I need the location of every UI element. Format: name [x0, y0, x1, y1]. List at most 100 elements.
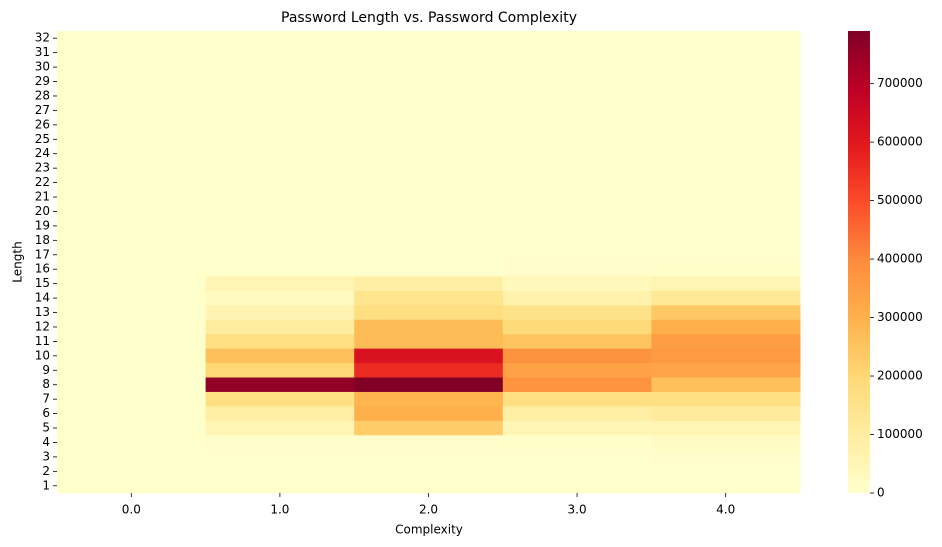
- heatmap-cell: [651, 464, 801, 480]
- heatmap-cell: [57, 420, 207, 436]
- heatmap-cell: [354, 132, 504, 147]
- heatmap-cell: [57, 290, 207, 306]
- heatmap-cell: [502, 334, 652, 350]
- heatmap-cell: [205, 59, 355, 75]
- heatmap-cell: [57, 435, 207, 451]
- heatmap-cell: [502, 175, 652, 191]
- heatmap-cell: [651, 31, 801, 46]
- heatmap-cell: [205, 319, 355, 335]
- heatmap-cell: [502, 31, 652, 46]
- y-tick-label: 1: [42, 478, 50, 492]
- heatmap-cell: [502, 117, 652, 133]
- heatmap-cell: [57, 132, 207, 147]
- y-tick-label: 11: [35, 334, 50, 348]
- y-tick-label: 17: [35, 247, 50, 261]
- heatmap-cell: [205, 334, 355, 350]
- heatmap-cell: [205, 406, 355, 422]
- heatmap-cell: [354, 478, 504, 494]
- y-tick-label: 31: [35, 45, 50, 59]
- heatmap-cell: [354, 31, 504, 46]
- heatmap-cell: [57, 175, 207, 191]
- heatmap-cell: [651, 175, 801, 191]
- heatmap-cell: [502, 74, 652, 90]
- heatmap-cell: [502, 45, 652, 61]
- heatmap-cell: [354, 406, 504, 422]
- heatmap-cell: [502, 276, 652, 292]
- heatmap-cell: [651, 449, 801, 465]
- heatmap-cell: [205, 45, 355, 61]
- heatmap-cell: [502, 233, 652, 249]
- heatmap-cell: [354, 247, 504, 263]
- heatmap-cell: [502, 305, 652, 321]
- heatmap-cell: [502, 189, 652, 205]
- x-tick-label: 4.0: [716, 503, 735, 517]
- heatmap-cell: [502, 88, 652, 104]
- heatmap-cell: [651, 204, 801, 220]
- y-tick-label: 24: [35, 146, 50, 160]
- heatmap-cell: [205, 88, 355, 104]
- heatmap-cell: [205, 377, 355, 393]
- heatmap-cell: [354, 74, 504, 90]
- heatmap-cell: [651, 218, 801, 234]
- heatmap-cell: [354, 290, 504, 306]
- heatmap-cell: [205, 160, 355, 176]
- heatmap-cell: [57, 189, 207, 205]
- y-tick-label: 32: [35, 31, 50, 45]
- heatmap-cell: [57, 348, 207, 364]
- y-tick-label: 8: [42, 377, 50, 391]
- heatmap-cell: [651, 160, 801, 176]
- y-tick-label: 7: [42, 392, 50, 406]
- heatmap-cell: [57, 103, 207, 119]
- heatmap-cell: [57, 117, 207, 133]
- heatmap-cell: [57, 406, 207, 422]
- y-tick-label: 20: [35, 204, 50, 218]
- heatmap-cell: [57, 247, 207, 263]
- y-tick-label: 10: [35, 348, 50, 362]
- heatmap-cell: [57, 464, 207, 480]
- heatmap-cell: [651, 117, 801, 133]
- heatmap-cell: [354, 218, 504, 234]
- x-tick-label: 1.0: [270, 503, 289, 517]
- y-tick-label: 12: [35, 319, 50, 333]
- heatmap-cell: [57, 334, 207, 350]
- heatmap-cell: [205, 464, 355, 480]
- heatmap-cell: [354, 449, 504, 465]
- heatmap-cell: [354, 464, 504, 480]
- heatmap-cell: [651, 88, 801, 104]
- heatmap-cell: [502, 160, 652, 176]
- y-tick-label: 28: [35, 88, 50, 102]
- y-tick-label: 30: [35, 60, 50, 74]
- heatmap-cell: [57, 204, 207, 220]
- heatmap-cell: [57, 305, 207, 321]
- heatmap-cell: [354, 59, 504, 75]
- heatmap-cell: [354, 348, 504, 364]
- heatmap-cell: [502, 464, 652, 480]
- heatmap-cell: [205, 478, 355, 494]
- heatmap-cell: [205, 103, 355, 119]
- y-axis-label: Length: [11, 241, 25, 282]
- colorbar-tick-label: 400000: [877, 252, 923, 266]
- colorbar-tick-label: 300000: [877, 310, 923, 324]
- heatmap-cell: [57, 262, 207, 277]
- heatmap-cell: [651, 420, 801, 436]
- heatmap-cell: [57, 74, 207, 90]
- y-tick-label: 14: [35, 291, 50, 305]
- heatmap-cell: [502, 363, 652, 378]
- heatmap-cell: [502, 132, 652, 147]
- heatmap-cell: [57, 31, 207, 46]
- y-tick-label: 22: [35, 175, 50, 189]
- heatmap-cell: [57, 88, 207, 104]
- heatmap-cell: [354, 45, 504, 61]
- heatmap-cell: [205, 146, 355, 162]
- heatmap-cell: [57, 478, 207, 494]
- heatmap-cell: [651, 276, 801, 292]
- colorbar-tick-label: 500000: [877, 193, 923, 207]
- heatmap-cell: [502, 262, 652, 277]
- heatmap-cell: [354, 435, 504, 451]
- heatmap-cell: [205, 218, 355, 234]
- colorbar-tick-label: 0: [877, 486, 885, 500]
- heatmap-cell: [57, 146, 207, 162]
- heatmap-cell: [205, 262, 355, 277]
- heatmap-cell: [651, 146, 801, 162]
